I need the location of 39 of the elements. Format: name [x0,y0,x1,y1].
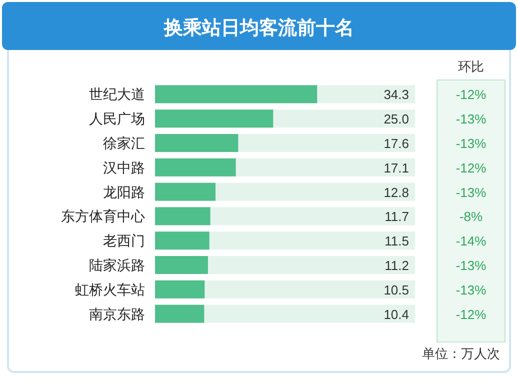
data-label: 11.2 [384,258,409,273]
text: 环比 [458,59,484,74]
y-tick-label: 东方体育中心 [61,208,145,224]
text: -12% [456,306,487,322]
text: -8% [459,209,483,224]
y-tick-label: 徐家汇 [103,135,145,151]
bar [155,232,210,250]
text: -13% [456,282,487,298]
data-label: 34.3 [384,87,409,102]
data-label: 11.5 [384,234,409,249]
y-tick-label: 世纪大道 [89,86,145,102]
text: -12% [456,87,487,102]
y-tick-label: 虹桥火车站 [75,281,145,298]
y-tick-label: 龙阳路 [103,184,145,200]
data-label: 10.4 [384,306,409,322]
bar [155,256,208,274]
data-label: 10.5 [384,282,409,298]
y-tick-label: 汉中路 [103,159,145,176]
text: -13% [456,184,487,200]
bar [155,280,205,298]
y-tick-label: 陆家浜路 [89,257,145,273]
bar [155,182,216,201]
text: 单位：万人次 [422,346,500,361]
data-label: 25.0 [384,112,409,127]
data-label: 17.6 [384,136,409,151]
text: -12% [456,160,487,176]
text: -13% [456,136,487,151]
text: -13% [456,112,487,127]
y-tick-label: 老西门 [103,232,145,249]
data-label: 17.1 [384,160,409,176]
data-label: 11.7 [384,209,409,224]
bar [155,207,210,226]
data-label: 12.8 [384,184,409,200]
bar [155,304,204,323]
text: -13% [456,258,487,273]
text: -14% [456,234,487,249]
chart-title: 换乘站日均客流前十名 [163,17,354,39]
y-tick-label: 人民广场 [89,110,145,127]
y-tick-label: 南京东路 [89,306,145,322]
